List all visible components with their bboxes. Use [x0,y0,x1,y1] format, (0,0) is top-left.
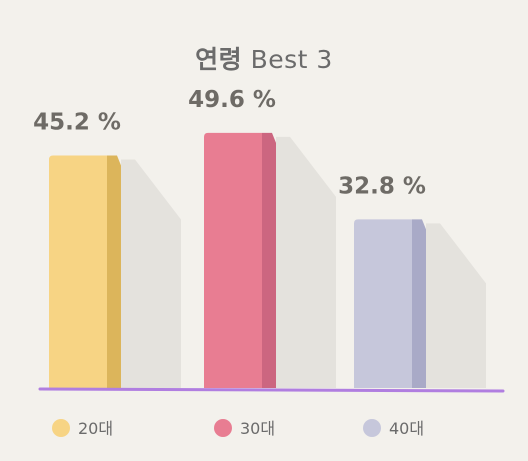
legend-label-40대: 40대 [389,419,424,438]
chart-title-strong: 연령 [195,45,243,74]
bar-shadow [426,223,486,388]
legend-swatch-40대 [363,419,381,437]
bar-side-face [262,132,276,388]
value-label-20대: 45.2 % [33,110,121,136]
value-label-40대: 32.8 % [338,173,426,199]
bar-side-face [107,155,121,388]
bar-front-face [204,132,262,388]
legend-swatch-30대 [214,419,232,437]
legend-label-30대: 30대 [240,419,275,438]
bar-shadow [121,159,181,388]
bar-front-face [49,155,107,388]
bar-20대 [49,155,121,388]
bar-30대 [204,132,276,388]
legend-swatch-20대 [52,419,70,437]
x-axis-baseline [38,387,505,393]
bar-shadow [276,136,336,388]
value-label-30대: 49.6 % [188,87,276,113]
bar-front-face [354,219,412,388]
bar-side-face [412,219,426,388]
chart-title-light: Best 3 [250,45,333,74]
bar-40대 [354,219,426,388]
chart-title: 연령 Best 3 [0,40,528,76]
legend-label-20대: 20대 [78,419,113,438]
